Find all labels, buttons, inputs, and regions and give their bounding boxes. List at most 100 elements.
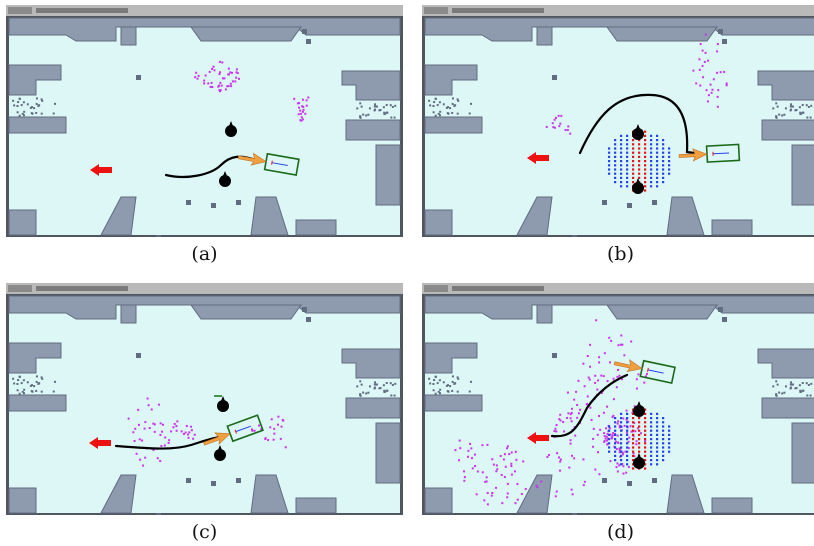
particle (704, 51, 707, 54)
particle (234, 80, 237, 83)
social-grid-dot (632, 176, 635, 179)
scan-noise (23, 110, 26, 113)
particle (717, 89, 720, 92)
scan-noise (356, 107, 359, 110)
person-marker (633, 405, 645, 417)
social-grid-dot (614, 139, 617, 142)
particle (557, 114, 560, 117)
particle (598, 361, 601, 364)
social-grid-dot (656, 454, 659, 457)
particle (629, 425, 632, 428)
social-grid-dot (614, 168, 617, 171)
particle (622, 417, 625, 420)
map-panel-c (6, 283, 403, 515)
wall-bottom-left (424, 209, 453, 236)
particle (705, 89, 708, 92)
social-grid-dot (662, 425, 665, 428)
particle (586, 355, 589, 358)
particle (567, 125, 570, 128)
particle (302, 108, 305, 111)
particle (510, 465, 513, 468)
goal-arrow-icon (527, 432, 549, 444)
social-grid-dot (614, 143, 617, 146)
social-grid-dot (650, 438, 653, 441)
scan-noise (457, 99, 460, 102)
pillar (627, 203, 632, 208)
scan-noise (30, 384, 33, 387)
particle (237, 77, 240, 80)
wall-left-upper (424, 64, 478, 96)
particle (146, 397, 149, 400)
social-grid-dot (650, 450, 653, 453)
particle (203, 82, 206, 85)
scan-noise (434, 375, 437, 378)
particle (147, 404, 150, 407)
particle (566, 129, 569, 132)
wall-bottom-block (711, 497, 753, 514)
social-grid-dot (620, 463, 623, 466)
scan-noise (360, 105, 363, 108)
particle (224, 88, 227, 91)
particle (180, 430, 183, 433)
scan-noise (795, 109, 798, 112)
social-grid-dot (626, 438, 629, 441)
person-heading (218, 445, 222, 450)
social-grid-dot (638, 155, 641, 158)
social-grid-dot (656, 172, 659, 175)
particle (596, 433, 599, 436)
particle (567, 412, 570, 415)
particle (193, 433, 196, 436)
scan-noise (451, 97, 454, 100)
social-grid-dot (668, 425, 671, 428)
particle (569, 417, 572, 420)
particle (707, 59, 710, 62)
particle (144, 456, 147, 459)
particle (510, 473, 513, 476)
particle (566, 391, 569, 394)
social-grid-dot (632, 442, 635, 445)
scan-noise (429, 382, 432, 385)
particle (627, 440, 630, 443)
particle (235, 68, 238, 71)
particle (231, 80, 234, 83)
scan-noise (434, 97, 437, 100)
particle (522, 460, 525, 463)
particle (630, 340, 633, 343)
scan-noise (375, 383, 378, 386)
social-grid-dot (626, 172, 629, 175)
particle (463, 476, 466, 479)
particle (635, 387, 638, 390)
particle (719, 71, 722, 74)
pillar (602, 200, 607, 205)
particle (603, 440, 606, 443)
particle (148, 427, 151, 430)
particle (590, 418, 593, 421)
particle (219, 89, 222, 92)
social-grid-dot (650, 425, 653, 428)
particle (553, 430, 556, 433)
wall-right-upper (757, 70, 814, 101)
particle (506, 482, 509, 485)
particle (211, 85, 214, 88)
social-grid-dot (644, 181, 647, 184)
particle (153, 430, 156, 433)
person-marker (633, 457, 645, 469)
scan-noise (31, 112, 34, 115)
social-grid-dot (626, 412, 629, 415)
social-grid-dot (656, 143, 659, 146)
map-panel-d (422, 283, 814, 515)
particle (491, 491, 494, 494)
particle (229, 71, 232, 74)
social-grid-dot (608, 160, 611, 163)
particle (612, 414, 615, 417)
scan-noise (772, 385, 775, 388)
social-grid-dot (668, 164, 671, 167)
particle (302, 105, 305, 108)
wall-left-lower (424, 394, 483, 412)
particle (515, 458, 518, 461)
social-grid-dot (614, 421, 617, 424)
map-view-c (6, 283, 403, 515)
scan-noise (374, 383, 377, 386)
social-grid-dot (638, 168, 641, 171)
scan-noise (373, 105, 376, 108)
